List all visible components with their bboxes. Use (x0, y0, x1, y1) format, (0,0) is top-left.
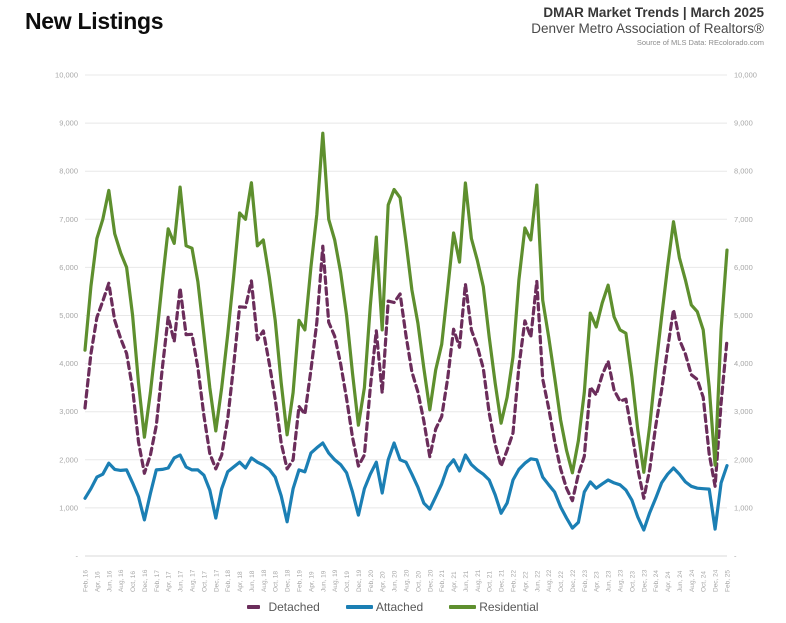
svg-text:Aug, 23: Aug, 23 (618, 569, 625, 592)
svg-text:-: - (734, 552, 737, 561)
svg-text:Apr, 19: Apr, 19 (308, 571, 315, 592)
svg-text:10,000: 10,000 (734, 71, 757, 80)
svg-text:1,000: 1,000 (59, 503, 78, 512)
svg-text:Apr, 16: Apr, 16 (94, 571, 101, 592)
svg-text:9,000: 9,000 (59, 119, 78, 128)
svg-text:Feb, 23: Feb, 23 (582, 570, 589, 592)
svg-text:Oct, 23: Oct, 23 (629, 571, 636, 592)
svg-text:Dec, 23: Dec, 23 (641, 569, 648, 592)
svg-text:Feb, 17: Feb, 17 (154, 570, 161, 592)
svg-text:Dec, 19: Dec, 19 (356, 569, 363, 592)
svg-text:Dec, 24: Dec, 24 (713, 569, 720, 592)
svg-text:Feb, 18: Feb, 18 (225, 570, 232, 592)
svg-text:2,000: 2,000 (59, 455, 78, 464)
svg-text:Aug, 20: Aug, 20 (404, 569, 411, 592)
svg-text:Feb, 16: Feb, 16 (83, 570, 90, 592)
svg-text:Feb, 24: Feb, 24 (653, 570, 660, 592)
detached-line-swatch (247, 605, 261, 609)
svg-text:Aug, 18: Aug, 18 (261, 569, 268, 592)
svg-text:Jun, 19: Jun, 19 (320, 570, 327, 592)
legend-item-attached: Attached (345, 600, 424, 614)
legend-item-detached: Detached (247, 600, 320, 614)
svg-text:Feb, 19: Feb, 19 (297, 570, 304, 592)
svg-text:Jun, 17: Jun, 17 (178, 570, 185, 592)
svg-text:Apr, 22: Apr, 22 (522, 571, 529, 592)
svg-text:4,000: 4,000 (734, 359, 753, 368)
report-source-note: Source of MLS Data: REcolorado.com (636, 38, 764, 47)
svg-text:Aug, 22: Aug, 22 (546, 569, 553, 592)
attached-line-swatch (345, 605, 373, 609)
svg-text:Apr, 24: Apr, 24 (665, 571, 672, 592)
svg-text:Jun, 18: Jun, 18 (249, 570, 256, 592)
report-header: DMAR Market Trends | March 2025 Denver M… (531, 5, 764, 47)
svg-text:Apr, 18: Apr, 18 (237, 571, 244, 592)
svg-text:10,000: 10,000 (55, 71, 78, 80)
svg-text:Oct, 16: Oct, 16 (130, 571, 137, 592)
svg-text:Dec, 20: Dec, 20 (427, 569, 434, 592)
svg-text:Oct, 22: Oct, 22 (558, 571, 565, 592)
svg-text:8,000: 8,000 (734, 167, 753, 176)
page-title: New Listings (25, 8, 164, 34)
svg-text:6,000: 6,000 (59, 263, 78, 272)
svg-text:Apr, 21: Apr, 21 (451, 571, 458, 592)
svg-text:Aug, 16: Aug, 16 (118, 569, 125, 592)
svg-text:Jun, 24: Jun, 24 (677, 570, 684, 592)
legend-label-detached: Detached (268, 600, 320, 614)
svg-text:-: - (76, 552, 79, 561)
svg-text:Dec, 21: Dec, 21 (499, 569, 506, 592)
svg-text:5,000: 5,000 (59, 311, 78, 320)
svg-text:Feb, 20: Feb, 20 (368, 570, 375, 592)
svg-text:Apr, 20: Apr, 20 (380, 571, 387, 592)
svg-text:5,000: 5,000 (734, 311, 753, 320)
report-subtitle-trends: DMAR Market Trends | March 2025 (543, 5, 764, 20)
legend-label-attached: Attached (375, 600, 424, 614)
svg-text:4,000: 4,000 (59, 359, 78, 368)
svg-text:3,000: 3,000 (59, 407, 78, 416)
report-subtitle-association: Denver Metro Association of Realtors® (531, 21, 764, 36)
svg-text:9,000: 9,000 (734, 119, 753, 128)
svg-text:Dec, 18: Dec, 18 (285, 569, 292, 592)
svg-text:Feb, 25: Feb, 25 (725, 570, 732, 592)
svg-text:8,000: 8,000 (59, 167, 78, 176)
chart-legend: Detached Attached Residential (0, 600, 786, 614)
svg-text:Oct, 21: Oct, 21 (487, 571, 494, 592)
svg-text:6,000: 6,000 (734, 263, 753, 272)
svg-text:Oct, 24: Oct, 24 (701, 571, 708, 592)
svg-text:Oct, 18: Oct, 18 (273, 571, 280, 592)
svg-text:7,000: 7,000 (59, 215, 78, 224)
svg-text:Apr, 17: Apr, 17 (166, 571, 173, 592)
svg-text:Dec, 17: Dec, 17 (213, 569, 220, 592)
svg-text:2,000: 2,000 (734, 455, 753, 464)
svg-text:Dec, 16: Dec, 16 (142, 569, 149, 592)
legend-item-residential: Residential (449, 600, 539, 614)
svg-text:Aug, 24: Aug, 24 (689, 569, 696, 592)
svg-text:Jun, 21: Jun, 21 (463, 570, 470, 592)
svg-text:3,000: 3,000 (734, 407, 753, 416)
svg-text:Oct, 20: Oct, 20 (415, 571, 422, 592)
svg-text:Feb, 21: Feb, 21 (439, 570, 446, 592)
svg-text:Jun, 22: Jun, 22 (534, 570, 541, 592)
legend-label-residential: Residential (479, 600, 539, 614)
svg-text:Jun, 20: Jun, 20 (392, 570, 399, 592)
svg-text:Feb, 22: Feb, 22 (511, 570, 518, 592)
svg-text:Dec, 22: Dec, 22 (570, 569, 577, 592)
svg-text:Aug, 21: Aug, 21 (475, 569, 482, 592)
svg-text:1,000: 1,000 (734, 503, 753, 512)
svg-text:Oct, 17: Oct, 17 (201, 571, 208, 592)
svg-text:Apr, 23: Apr, 23 (594, 571, 601, 592)
svg-text:Jun, 23: Jun, 23 (606, 570, 613, 592)
svg-text:Aug, 19: Aug, 19 (332, 569, 339, 592)
svg-text:Oct, 19: Oct, 19 (344, 571, 351, 592)
residential-line-swatch (449, 605, 477, 609)
svg-text:Aug, 17: Aug, 17 (190, 569, 197, 592)
svg-text:Jun, 16: Jun, 16 (106, 570, 113, 592)
svg-text:7,000: 7,000 (734, 215, 753, 224)
